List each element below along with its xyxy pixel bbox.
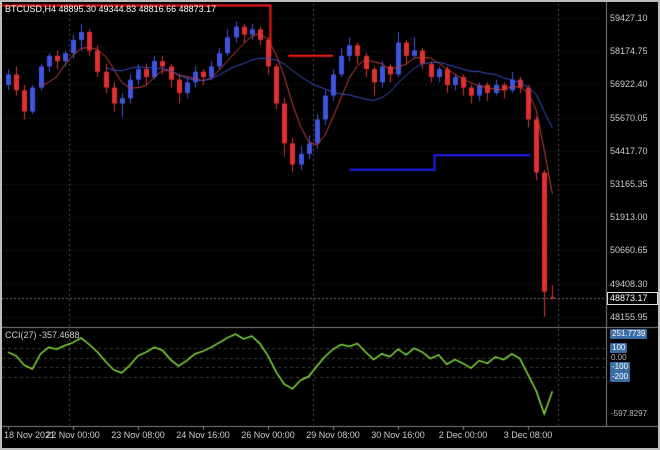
price-tick-label: 54417.70 [610, 145, 648, 156]
price-tick-label: 59427.10 [610, 13, 648, 23]
symbol-ohlc-header: BTCUSD,H4 48895.30 49344.83 48816.66 488… [5, 4, 217, 14]
price-tick-label: 48155.95 [610, 311, 648, 322]
cci-scale-label: 100 [610, 343, 628, 354]
time-axis-label: 23 Nov 08:00 [111, 430, 165, 440]
time-axis-label: 30 Nov 16:00 [371, 430, 425, 440]
time-axis-label: 2 Dec 00:00 [438, 430, 488, 440]
cci-scale[interactable]: 251.7739 100 0.00 -100 -200 -597.8297 [609, 2, 658, 448]
price-tick-label: 53165.35 [610, 179, 648, 189]
time-axis-label: 26 Nov 00:00 [241, 430, 295, 440]
price-tick-label: 50660.65 [610, 245, 648, 256]
price-scale[interactable]: 59427.10 58174.75 56922.40 55670.05 54417.70… [609, 2, 658, 448]
price-tick-label: 58174.75 [610, 46, 648, 57]
current-price-tag: 48873.17 [607, 291, 658, 305]
cci-scale-label: -100 [610, 362, 631, 373]
cci-scale-label: -597.8297 [611, 409, 648, 418]
time-axis-label: 18 Nov 2021 [4, 430, 56, 440]
time-axis-label: 24 Nov 16:00 [176, 430, 230, 440]
cci-scale-label: -200 [610, 371, 631, 382]
price-tick-label: 51913.00 [610, 212, 648, 223]
price-tick-label: 55670.05 [610, 112, 648, 123]
cci-scale-label: 0.00 [611, 352, 627, 362]
cci-scale-label: 251.7739 [610, 329, 648, 339]
time-axis-label: 3 Dec 08:00 [503, 430, 553, 440]
time-axis-label: 22 Nov 00:00 [46, 430, 100, 440]
time-scale[interactable]: 18 Nov 2021 22 Nov 00:00 23 Nov 08:00 24 No… [2, 430, 658, 446]
time-axis-label: 29 Nov 08:00 [306, 430, 360, 440]
price-tick-label: 49408.30 [610, 278, 648, 289]
cci-indicator-label: CCI(27) -357.4688 [5, 330, 80, 340]
price-tick-label: 56922.40 [610, 79, 648, 90]
